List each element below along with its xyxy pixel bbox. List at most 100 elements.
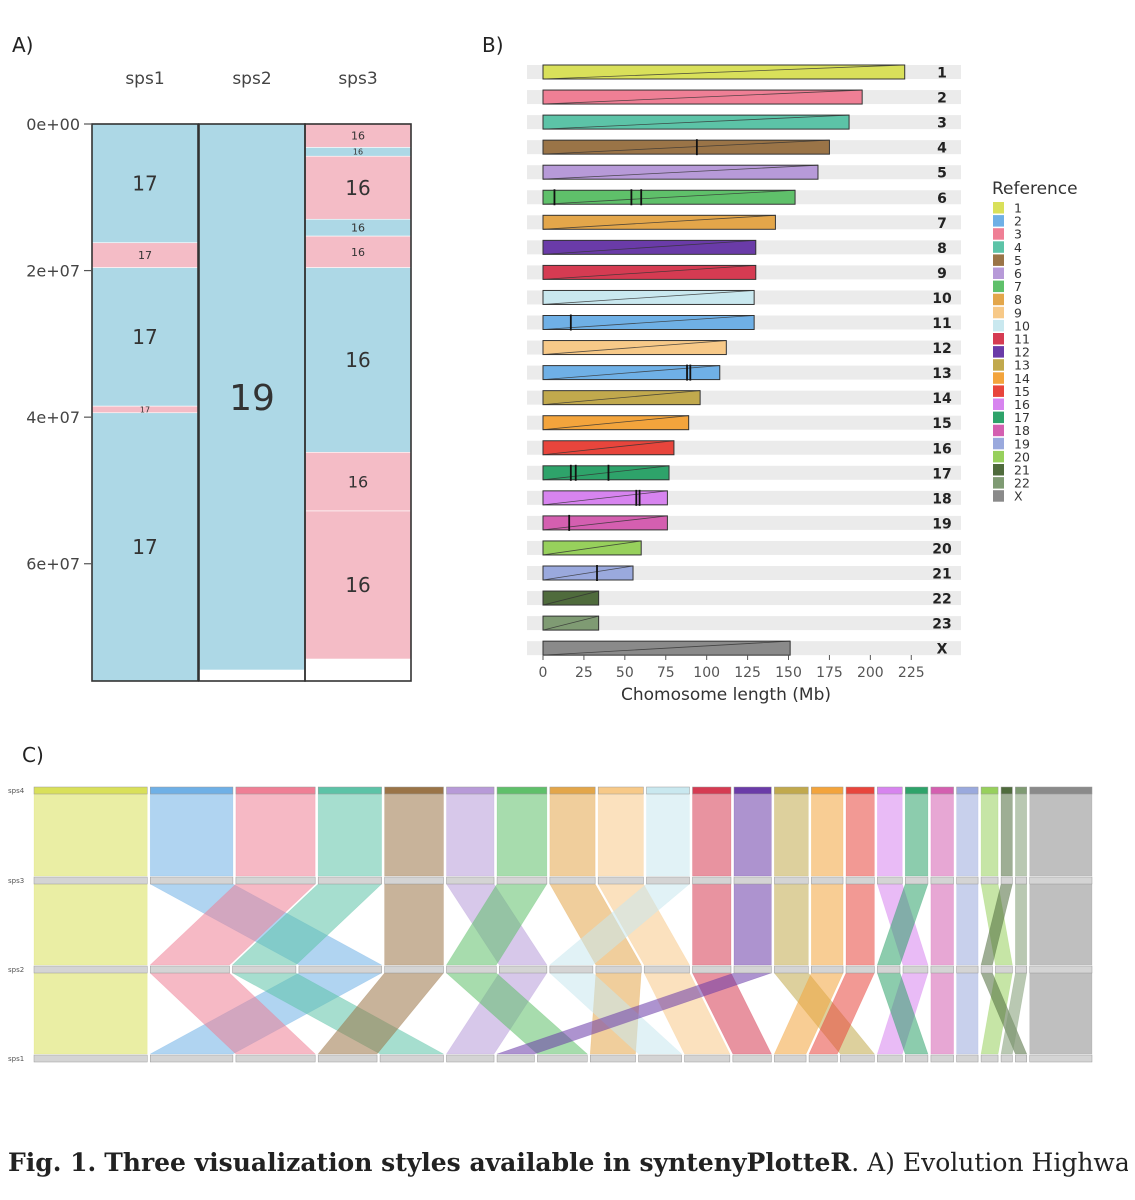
chromosome-label: X <box>937 642 948 658</box>
bar-diagonal <box>542 189 796 205</box>
bar-diagonal <box>542 440 674 456</box>
legend-label: 7 <box>1014 279 1022 294</box>
chromosome-label: 1 <box>937 66 947 82</box>
figure-caption: Fig. 1. Three visualization styles avail… <box>8 1148 1128 1177</box>
x-axis-title: Chomosome length (Mb) <box>621 685 831 705</box>
chromosome-segment <box>149 965 230 974</box>
synteny-ribbon <box>930 883 954 966</box>
synteny-ribbon <box>930 972 954 1055</box>
chromosome-segment <box>379 1054 444 1063</box>
column-label-sps2: sps2 <box>232 69 271 89</box>
chromosome-segment <box>235 1054 316 1063</box>
chromosome-segment <box>317 786 382 795</box>
synteny-ribbon <box>845 793 875 877</box>
chromosome-segment <box>840 1054 875 1063</box>
chromosome-segment <box>902 965 929 974</box>
chromosome-segment <box>384 876 444 885</box>
legend-label: 2 <box>1014 214 1022 229</box>
chromosome-segment <box>733 786 772 795</box>
synteny-block <box>304 235 412 268</box>
track-label-sps1: sps1 <box>8 1055 24 1063</box>
legend-label: 3 <box>1014 227 1022 242</box>
legend-swatch <box>993 464 1004 476</box>
chromosome-segment <box>732 1054 772 1063</box>
bar-diagonal <box>542 340 727 355</box>
legend-swatch <box>993 319 1004 332</box>
y-tick-label: 4e+07 <box>26 408 80 427</box>
block-label: 16 <box>345 573 370 597</box>
synteny-ribbon <box>1015 883 1028 966</box>
chromosome-segment <box>995 965 1013 974</box>
chromosome-segment <box>684 1054 731 1063</box>
x-tick-label: 0 <box>539 665 548 681</box>
synteny-ribbon <box>980 793 999 877</box>
panel-b-label: B) <box>482 33 504 57</box>
synteny-ribbon <box>877 793 903 877</box>
chromosome-segment <box>774 876 809 885</box>
chromosome-segment <box>980 876 999 885</box>
chromosome-segment <box>446 965 497 974</box>
legend-swatch <box>993 267 1004 279</box>
synteny-block <box>198 123 306 671</box>
synteny-ribbon <box>384 883 444 966</box>
legend-label: 9 <box>1014 305 1022 320</box>
chromosome-segment <box>811 965 844 974</box>
legend-swatch <box>993 437 1004 450</box>
legend-swatch <box>993 372 1004 384</box>
block-label: 16 <box>345 348 370 372</box>
synteny-ribbon <box>317 793 382 877</box>
x-tick-label: 150 <box>775 665 802 681</box>
chromosome-segment <box>646 876 690 885</box>
chromosome-label: 13 <box>932 366 951 382</box>
x-tick-label: 125 <box>734 665 761 681</box>
bar-diagonal <box>542 565 634 581</box>
chromosome-segment <box>980 965 993 974</box>
legend-swatch <box>993 411 1004 424</box>
block-label: 16 <box>345 176 370 200</box>
synteny-ribbon <box>1029 793 1093 877</box>
column-label-sps1: sps1 <box>125 69 164 89</box>
chromosome-label: 23 <box>932 617 951 633</box>
chromosome-segment <box>496 876 548 885</box>
chromosome-segment <box>930 1054 954 1063</box>
chromosome-segment <box>930 786 954 795</box>
synteny-ribbon <box>930 793 954 877</box>
chromosome-segment <box>774 1054 807 1063</box>
chromosome-segment <box>446 1054 495 1063</box>
row-band <box>527 566 961 580</box>
synteny-block <box>304 510 412 660</box>
panel-c-synteny-ribbons: C) sps4 sps3 sps2 sps1 <box>8 743 1093 1063</box>
synteny-ribbon <box>956 883 979 966</box>
chromosome-label: 7 <box>937 216 947 232</box>
chromosome-segment <box>811 786 844 795</box>
legend-swatch <box>993 385 1004 397</box>
legend-swatch <box>993 202 1004 214</box>
chromosome-segment <box>595 965 642 974</box>
bar-diagonal <box>542 415 689 431</box>
synteny-block <box>304 267 412 453</box>
legend-label: X <box>1014 489 1023 504</box>
block-label: 16 <box>351 222 365 235</box>
synteny-ribbon <box>956 793 979 877</box>
x-tick-label: 200 <box>857 665 884 681</box>
chromosome-segment <box>808 1054 838 1063</box>
chromosome-segment <box>1029 876 1093 885</box>
synteny-ribbon <box>1029 883 1093 966</box>
chromosome-segment <box>1029 786 1093 795</box>
legend-label: 12 <box>1014 345 1030 360</box>
chromosome-segment <box>956 876 979 885</box>
legend-label: 15 <box>1014 384 1030 399</box>
synteny-block <box>91 412 199 682</box>
synteny-ribbon <box>1000 793 1013 877</box>
legend-swatch <box>993 293 1004 306</box>
x-tick-label: 175 <box>816 665 843 681</box>
track-label-sps2: sps2 <box>8 966 24 974</box>
chromosome-segment <box>692 876 732 885</box>
chromosome-segment <box>33 876 148 885</box>
chromosome-segment <box>33 1054 148 1063</box>
legend-label: 8 <box>1014 292 1022 307</box>
bar-diagonal <box>542 615 599 631</box>
chromosome-segment <box>1029 1054 1093 1063</box>
legend-label: 5 <box>1014 253 1022 268</box>
chromosome-segment <box>930 965 954 974</box>
